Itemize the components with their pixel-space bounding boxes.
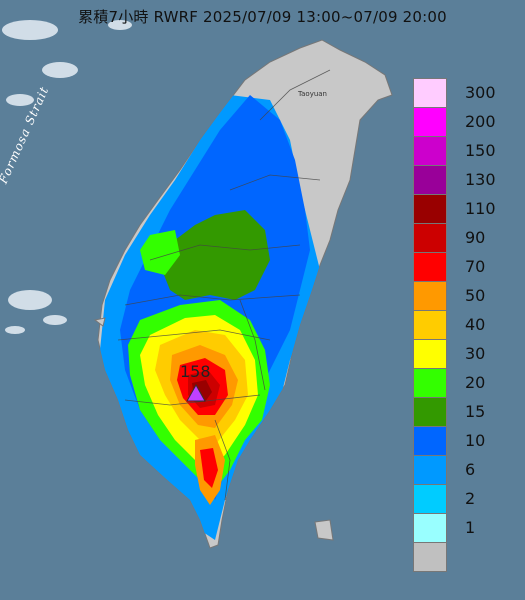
legend-label: 200 <box>465 112 496 131</box>
rainfall-overlay <box>100 95 320 540</box>
legend-swatch <box>413 107 447 137</box>
legend-label: 150 <box>465 141 496 160</box>
legend-label: 15 <box>465 402 486 421</box>
legend-label: 300 <box>465 83 496 102</box>
legend-swatch <box>413 426 447 456</box>
legend-label: 2 <box>465 489 476 508</box>
legend-swatch <box>413 194 447 224</box>
legend-swatch <box>413 165 447 195</box>
legend-swatch <box>413 252 447 282</box>
legend-swatch <box>413 78 447 108</box>
legend-label: 6 <box>465 460 476 479</box>
county-boundaries <box>117 69 331 501</box>
legend-label: 20 <box>465 373 486 392</box>
legend-swatch <box>413 368 447 398</box>
legend-label: 130 <box>465 170 496 189</box>
legend-label: 90 <box>465 228 486 247</box>
peak-value: 158 <box>180 362 211 381</box>
legend-label: 70 <box>465 257 486 276</box>
legend-swatch <box>413 281 447 311</box>
legend-swatch <box>413 310 447 340</box>
legend-swatch <box>413 513 447 543</box>
green-island <box>314 519 334 541</box>
legend-swatch <box>413 339 447 369</box>
legend-label: 1 <box>465 518 476 537</box>
legend-swatch <box>413 542 447 572</box>
penghu-islands <box>93 317 106 327</box>
legend-label: 10 <box>465 431 486 450</box>
map-title: 累積7小時 RWRF 2025/07/09 13:00~07/09 20:00 <box>78 8 447 26</box>
legend-label: 110 <box>465 199 496 218</box>
legend-label: 40 <box>465 315 486 334</box>
peak-marker-icon <box>186 383 206 402</box>
legend-label: 50 <box>465 286 486 305</box>
rainfall-legend: 300 200 150 130 110 90 70 50 40 30 20 15 10 6 2 1 <box>413 78 523 572</box>
legend-swatch <box>413 223 447 253</box>
legend-swatch <box>413 484 447 514</box>
city-label: Taoyuan <box>298 90 327 98</box>
cloud-texture <box>2 20 132 334</box>
legend-label: 30 <box>465 344 486 363</box>
legend-swatch <box>413 455 447 485</box>
legend-swatch <box>413 136 447 166</box>
legend-swatch <box>413 397 447 427</box>
